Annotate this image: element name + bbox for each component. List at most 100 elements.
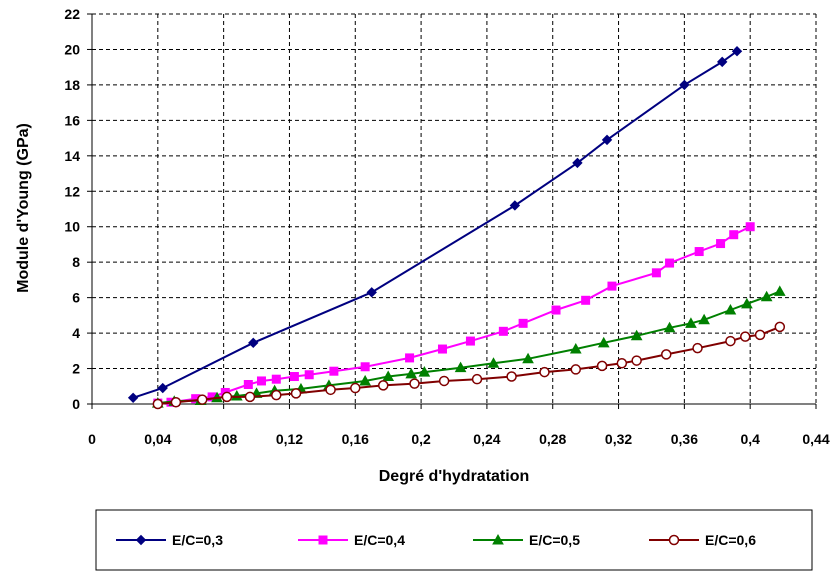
data-point <box>731 46 743 57</box>
y-tick-label: 14 <box>64 148 80 164</box>
y-tick-label: 8 <box>72 254 80 270</box>
data-point <box>739 331 751 342</box>
series-4 <box>152 321 786 410</box>
data-point <box>127 392 139 404</box>
data-point <box>359 374 371 386</box>
data-point <box>256 376 266 386</box>
x-tick-label: 0,2 <box>411 431 431 447</box>
legend-item: E/C=0,3 <box>116 532 223 548</box>
data-point <box>437 344 447 354</box>
data-point <box>196 394 208 405</box>
x-axis-title: Degré d'hydratation <box>379 468 530 485</box>
data-point <box>471 373 483 385</box>
data-point <box>409 378 420 389</box>
series-3 <box>151 285 786 408</box>
data-point <box>405 367 418 379</box>
data-point <box>271 389 282 401</box>
data-point <box>539 366 550 378</box>
legend-item: E/C=0,4 <box>298 532 405 548</box>
data-point <box>377 380 389 391</box>
data-point <box>248 337 259 349</box>
x-tick-label: 0,32 <box>605 431 632 447</box>
data-point <box>597 336 610 348</box>
legend-swatch-marker <box>318 535 328 545</box>
series-2 <box>153 222 755 408</box>
data-point <box>698 313 710 325</box>
axes-layer <box>87 13 817 409</box>
data-point <box>569 343 582 354</box>
x-tick-label: 0,04 <box>144 431 171 447</box>
data-point <box>244 391 256 403</box>
y-tick-label: 16 <box>64 112 80 128</box>
data-point <box>170 396 182 408</box>
legend-swatch-marker <box>668 534 680 546</box>
data-point <box>596 360 608 372</box>
data-point <box>271 374 281 384</box>
data-point <box>350 382 361 394</box>
data-point <box>325 384 336 396</box>
data-point <box>725 335 736 347</box>
data-point <box>665 258 675 268</box>
data-point <box>366 287 377 298</box>
data-point <box>243 380 253 389</box>
labels-layer: 0 0,04 0,08 0,12 0,16 0,2 0,24 0,28 0,32 0,36 0,4 0… <box>64 6 829 447</box>
data-point <box>741 297 753 309</box>
data-point <box>506 371 517 382</box>
data-point <box>692 342 703 354</box>
x-tick-label: 0,12 <box>276 431 303 447</box>
data-point <box>570 364 582 375</box>
y-tick-label: 0 <box>72 396 80 412</box>
data-point <box>289 372 299 382</box>
data-point <box>405 353 415 363</box>
data-point <box>679 79 690 91</box>
data-point <box>774 321 786 333</box>
data-point <box>438 375 450 387</box>
data-point <box>601 134 613 146</box>
legend-items: E/C=0,3 E/C=0,4 E/C=0,5 E/C=0,6 <box>116 532 756 548</box>
series-line <box>132 50 738 399</box>
data-point <box>518 318 528 328</box>
data-point <box>760 290 773 302</box>
data-point <box>616 357 628 369</box>
y-tick-label: 4 <box>72 325 80 341</box>
data-point <box>685 317 697 328</box>
data-point <box>651 268 661 278</box>
legend-label: E/C=0,6 <box>705 532 756 548</box>
x-tick-label: 0,36 <box>671 431 698 447</box>
data-point <box>329 366 339 376</box>
legend-item: E/C=0,5 <box>473 532 580 548</box>
x-tick-label: 0,16 <box>342 431 369 447</box>
y-tick-label: 12 <box>64 183 80 199</box>
data-point <box>754 329 766 341</box>
x-tick-label: 0 <box>88 431 96 447</box>
data-point <box>304 370 314 380</box>
series-line <box>157 225 751 405</box>
y-tick-label: 20 <box>64 41 80 57</box>
legend-swatch-marker <box>135 534 147 546</box>
data-point <box>572 157 583 169</box>
data-point <box>729 230 739 240</box>
data-point <box>418 366 431 377</box>
data-point <box>694 247 704 257</box>
y-tick-label: 2 <box>72 361 80 377</box>
data-point <box>581 295 591 305</box>
y-tick-label: 6 <box>72 290 80 306</box>
series-layer <box>127 46 786 410</box>
legend-item: E/C=0,6 <box>649 532 756 548</box>
x-tick-label: 0,24 <box>473 431 500 447</box>
data-point <box>360 362 370 372</box>
data-point <box>290 388 302 399</box>
x-tick-label: 0,4 <box>740 431 760 447</box>
data-point <box>717 56 728 68</box>
data-point <box>454 361 467 373</box>
legend-label: E/C=0,4 <box>354 532 405 548</box>
data-point <box>607 281 617 291</box>
data-point <box>630 329 643 341</box>
data-point <box>724 304 737 315</box>
data-point <box>631 355 642 366</box>
data-point <box>661 349 672 360</box>
data-point <box>465 336 475 346</box>
y-tick-label: 22 <box>64 6 80 22</box>
legend-label: E/C=0,3 <box>172 532 223 548</box>
data-point <box>157 382 168 394</box>
